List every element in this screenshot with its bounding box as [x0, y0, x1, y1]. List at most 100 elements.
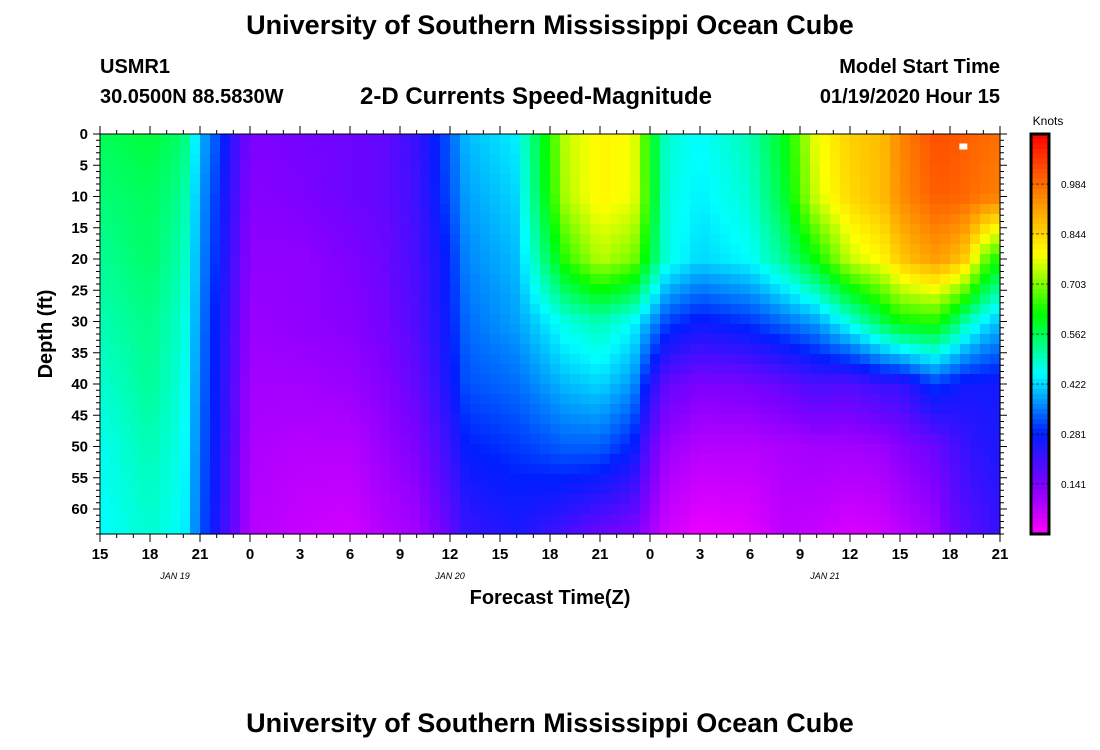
heatmap-cell [370, 244, 381, 255]
heatmap-cell [550, 364, 561, 375]
heatmap-cell [120, 224, 131, 235]
heatmap-cell [350, 314, 361, 325]
heatmap-cell [850, 374, 861, 385]
heatmap-cell [600, 414, 611, 425]
heatmap-cell [920, 384, 931, 395]
heatmap-cell [510, 374, 521, 385]
heatmap-cell [540, 424, 551, 435]
heatmap-cell [620, 504, 631, 515]
heatmap-cell [430, 364, 441, 375]
heatmap-cell [470, 134, 481, 145]
heatmap-cell [430, 224, 441, 235]
heatmap-cell [270, 324, 281, 335]
heatmap-cell [120, 254, 131, 265]
heatmap-cell [190, 484, 201, 495]
heatmap-cell [330, 454, 341, 465]
heatmap-cell [290, 144, 301, 155]
heatmap-cell [650, 514, 661, 525]
heatmap-cell [660, 524, 671, 535]
heatmap-cell [780, 394, 791, 405]
heatmap-cell [910, 264, 921, 275]
heatmap-cell [890, 484, 901, 495]
heatmap-cell [430, 434, 441, 445]
heatmap-cell [520, 374, 531, 385]
heatmap-cell [360, 384, 371, 395]
heatmap-cell [430, 154, 441, 165]
x-tick-label: 18 [142, 546, 159, 563]
heatmap-cell [340, 164, 351, 175]
heatmap-cell [570, 344, 581, 355]
heatmap-cell [320, 164, 331, 175]
heatmap-cell [800, 334, 811, 345]
heatmap-cell [260, 224, 271, 235]
heatmap-cell [530, 524, 541, 535]
heatmap-cell [650, 414, 661, 425]
heatmap-cell [970, 354, 981, 365]
heatmap-cell [540, 484, 551, 495]
heatmap-cell [320, 474, 331, 485]
heatmap-cell [350, 464, 361, 475]
heatmap-cell [170, 364, 181, 375]
heatmap-cell [350, 484, 361, 495]
heatmap-cell [420, 304, 431, 315]
heatmap-cell [640, 394, 651, 405]
heatmap-cell [730, 154, 741, 165]
heatmap-cell [150, 194, 161, 205]
heatmap-cell [740, 474, 751, 485]
heatmap-cell [420, 244, 431, 255]
heatmap-cell [800, 474, 811, 485]
heatmap-cell [290, 324, 301, 335]
heatmap-cell [410, 484, 421, 495]
heatmap-cell [890, 194, 901, 205]
colorbar-segment [1031, 374, 1049, 380]
heatmap-cell [180, 274, 191, 285]
heatmap-cell [740, 394, 751, 405]
heatmap-cell [760, 304, 771, 315]
heatmap-cell [810, 234, 821, 245]
heatmap-cell [870, 154, 881, 165]
heatmap-cell [310, 424, 321, 435]
heatmap-cell [460, 384, 471, 395]
heatmap-cell [750, 484, 761, 495]
heatmap-cell [960, 264, 971, 275]
heatmap-cell [160, 324, 171, 335]
heatmap-cell [180, 524, 191, 535]
heatmap-cell [250, 454, 261, 465]
heatmap-cell [600, 484, 611, 495]
heatmap-cell [190, 234, 201, 245]
heatmap-cell [480, 364, 491, 375]
heatmap-cell [320, 334, 331, 345]
heatmap-cell [140, 364, 151, 375]
heatmap-cell [650, 234, 661, 245]
heatmap-cell [670, 504, 681, 515]
colorbar-segment [1031, 464, 1049, 470]
heatmap-cell [410, 144, 421, 155]
heatmap-cell [310, 444, 321, 455]
heatmap-cell [490, 184, 501, 195]
heatmap-cell [870, 374, 881, 385]
heatmap-cell [520, 194, 531, 205]
heatmap-cell [810, 424, 821, 435]
heatmap-cell [270, 304, 281, 315]
heatmap-cell [700, 224, 711, 235]
heatmap-cell [380, 474, 391, 485]
heatmap-cell [260, 354, 271, 365]
heatmap-cell [950, 384, 961, 395]
heatmap-cell [540, 204, 551, 215]
x-tick-label: 3 [296, 546, 304, 563]
heatmap-cell [390, 384, 401, 395]
heatmap-cell [410, 454, 421, 465]
heatmap-cell [470, 254, 481, 265]
heatmap-cell [940, 214, 951, 225]
heatmap-cell [990, 414, 1001, 425]
y-tick-label: 35 [71, 345, 88, 362]
heatmap-cell [630, 254, 641, 265]
heatmap-cell [560, 464, 571, 475]
heatmap-cell [190, 444, 201, 455]
heatmap-cell [510, 314, 521, 325]
heatmap-cell [480, 444, 491, 455]
heatmap-cell [510, 214, 521, 225]
heatmap-cell [770, 144, 781, 155]
heatmap-cell [320, 174, 331, 185]
heatmap-cell [420, 434, 431, 445]
